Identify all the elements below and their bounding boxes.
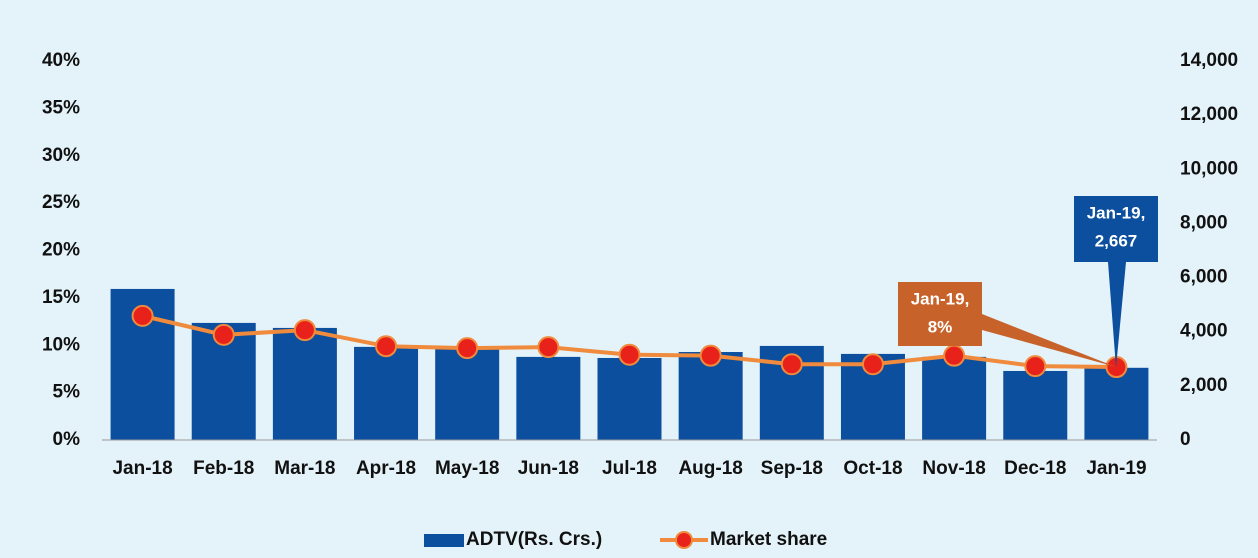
y-tick-label: 5% <box>53 382 81 403</box>
x-tick-label: Apr-18 <box>356 458 416 479</box>
y-tick-label: 20% <box>42 240 80 261</box>
x-tick-label: Mar-18 <box>274 458 335 479</box>
legend-marker <box>675 531 693 549</box>
bar <box>354 346 419 440</box>
bar <box>1003 370 1068 440</box>
marker <box>131 304 154 327</box>
y2-tick-label: 6,000 <box>1180 267 1228 288</box>
y-tick-label: 25% <box>42 192 80 213</box>
annotation-text: Jan-19, <box>1087 203 1146 222</box>
y2-tick-label: 0 <box>1180 429 1191 450</box>
marker <box>1024 355 1047 378</box>
annotation-pointer <box>1108 262 1126 368</box>
marker <box>537 336 560 359</box>
marker <box>212 323 235 346</box>
marker <box>943 344 966 367</box>
x-tick-label: Oct-18 <box>843 458 902 479</box>
bar <box>678 352 743 440</box>
y-tick-label: 10% <box>42 334 80 355</box>
y2-tick-label: 10,000 <box>1180 158 1238 179</box>
marker <box>618 343 641 366</box>
marker <box>780 353 803 376</box>
x-tick-label: Nov-18 <box>922 458 985 479</box>
x-tick-label: Jan-18 <box>112 458 172 479</box>
x-tick-label: Aug-18 <box>678 458 742 479</box>
y2-tick-label: 4,000 <box>1180 321 1228 342</box>
x-tick-label: Jul-18 <box>602 458 657 479</box>
bar <box>516 356 581 440</box>
marker <box>456 337 479 360</box>
y-tick-label: 35% <box>42 97 80 118</box>
annotation-box <box>898 282 982 346</box>
x-tick-label: Dec-18 <box>1004 458 1066 479</box>
annotation-text: 8% <box>928 317 953 336</box>
bar <box>1084 367 1149 440</box>
y-tick-label: 30% <box>42 145 80 166</box>
y2-tick-label: 8,000 <box>1180 212 1228 233</box>
annotation-pointer <box>982 314 1116 368</box>
legend-label: ADTV(Rs. Crs.) <box>466 529 602 550</box>
marker <box>293 319 316 342</box>
marker <box>699 344 722 367</box>
legend-swatch <box>424 534 464 547</box>
x-tick-label: May-18 <box>435 458 499 479</box>
annotation-box <box>1074 196 1158 262</box>
y2-tick-label: 12,000 <box>1180 104 1238 125</box>
x-tick-label: Sep-18 <box>761 458 823 479</box>
legend-label: Market share <box>710 529 827 550</box>
annotation-text: 2,667 <box>1095 231 1138 250</box>
marker <box>375 335 398 358</box>
x-tick-label: Jun-18 <box>518 458 579 479</box>
x-tick-label: Feb-18 <box>193 458 254 479</box>
y2-tick-label: 2,000 <box>1180 375 1228 396</box>
annotation-text: Jan-19, <box>911 289 970 308</box>
y2-tick-label: 14,000 <box>1180 50 1238 71</box>
bar <box>597 357 662 440</box>
bar <box>922 356 987 440</box>
y-tick-label: 15% <box>42 287 80 308</box>
y-tick-label: 40% <box>42 50 80 71</box>
marker <box>861 353 884 376</box>
x-tick-label: Jan-19 <box>1086 458 1146 479</box>
y-tick-label: 0% <box>53 429 81 450</box>
bar <box>435 347 500 440</box>
bar <box>272 327 337 440</box>
